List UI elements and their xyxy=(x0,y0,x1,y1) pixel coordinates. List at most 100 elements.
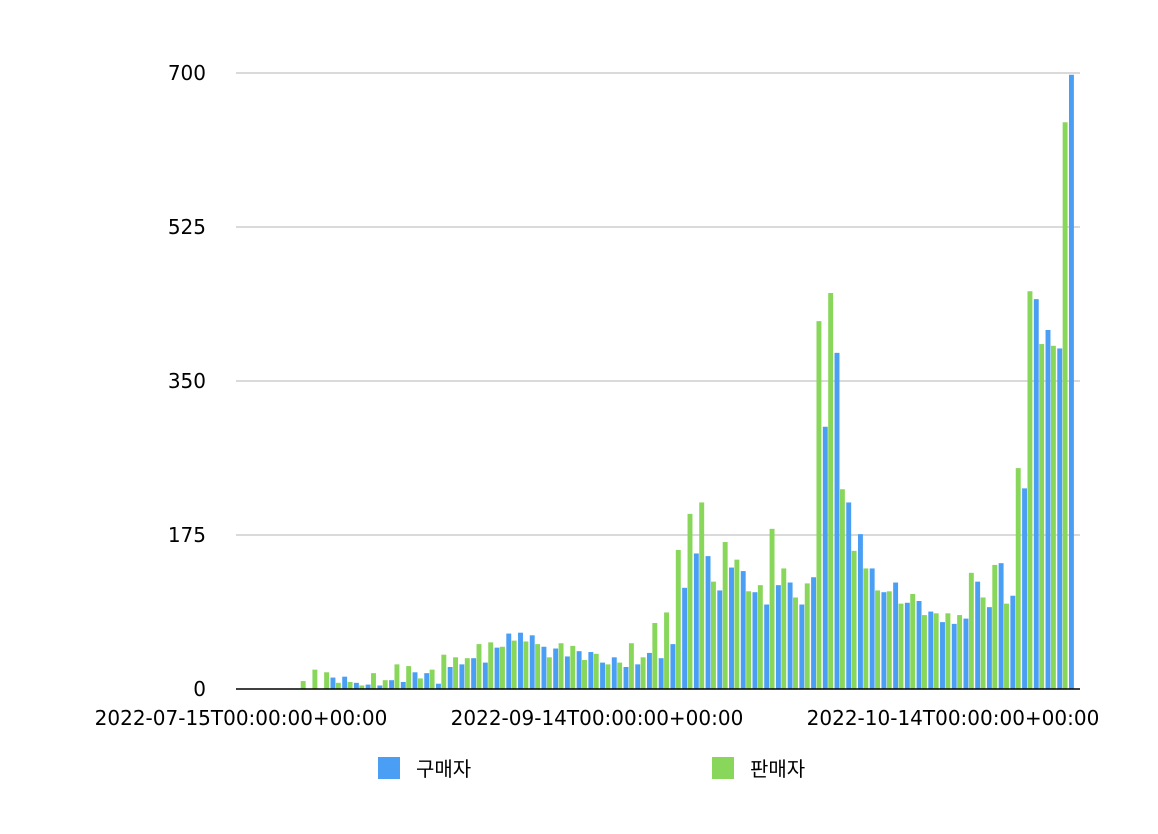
y-tick-label: 525 xyxy=(168,215,206,239)
bar-seller xyxy=(382,680,388,689)
bar-buyer xyxy=(998,563,1004,689)
bar-seller xyxy=(499,646,505,689)
bar-buyer xyxy=(365,684,371,689)
bar-seller xyxy=(417,678,423,689)
bar-buyer xyxy=(799,604,805,689)
bar-buyer xyxy=(400,681,406,689)
bar-buyer xyxy=(986,607,992,689)
bar-seller xyxy=(816,321,822,689)
x-axis-tick-labels: 2022-07-15T00:00:00+00:00 2022-09-14T00:0… xyxy=(95,706,1100,730)
bar-buyer xyxy=(1010,595,1016,689)
bar-seller xyxy=(488,642,494,689)
bar-seller xyxy=(734,559,740,689)
x-tick-label: 2022-09-14T00:00:00+00:00 xyxy=(451,706,744,730)
bar-buyer xyxy=(857,534,863,689)
bar-buyer xyxy=(834,352,840,689)
bar-seller xyxy=(933,613,939,689)
x-tick-label: 2022-10-14T00:00:00+00:00 xyxy=(807,706,1100,730)
bar-seller xyxy=(875,590,881,689)
bar-seller xyxy=(687,513,693,689)
bar-buyer xyxy=(940,622,945,689)
bar-buyer xyxy=(330,677,336,689)
bar-buyer xyxy=(635,664,641,689)
bar-seller xyxy=(1050,345,1056,689)
bar-buyer xyxy=(775,585,781,689)
bar-buyer xyxy=(705,556,711,689)
bar-seller xyxy=(769,528,775,689)
bar-seller xyxy=(429,669,435,689)
bar-seller xyxy=(371,673,376,689)
bar-buyer xyxy=(518,632,523,689)
bar-seller xyxy=(617,662,623,689)
bar-seller xyxy=(980,597,986,689)
bar-buyer xyxy=(904,602,910,689)
x-tick-label: 2022-07-15T00:00:00+00:00 xyxy=(95,706,388,730)
bar-seller xyxy=(1039,344,1045,689)
bar-buyer xyxy=(389,680,395,689)
bar-seller xyxy=(347,681,353,689)
bar-buyer xyxy=(611,657,617,689)
bar-buyer xyxy=(822,426,828,689)
bar-buyer xyxy=(740,571,746,689)
bar-buyer xyxy=(623,667,629,689)
bar-seller xyxy=(335,682,341,689)
bar-buyer xyxy=(494,647,500,689)
bar-buyer xyxy=(658,658,664,689)
bar-buyer xyxy=(764,604,770,689)
bar-buyer xyxy=(893,582,899,689)
bar-seller xyxy=(593,653,599,689)
y-tick-label: 175 xyxy=(168,523,206,547)
bar-seller xyxy=(699,502,705,689)
bar-buyer xyxy=(377,685,383,689)
bar-seller xyxy=(1015,468,1021,689)
bar-buyer xyxy=(600,662,606,689)
bar-seller xyxy=(898,603,904,689)
bar-seller xyxy=(511,640,517,689)
bar-seller xyxy=(441,654,447,689)
bar-buyer xyxy=(646,652,652,689)
bar-seller xyxy=(793,597,798,689)
bar-buyer xyxy=(1057,348,1063,689)
bar-buyer xyxy=(506,633,512,689)
bar-buyer xyxy=(729,567,734,689)
bar-seller xyxy=(1062,122,1068,689)
bar-buyer xyxy=(682,587,688,689)
bar-buyer xyxy=(916,601,922,689)
bar-seller xyxy=(1004,603,1009,689)
bar-buyer xyxy=(928,611,934,689)
bar-buyer xyxy=(1045,329,1051,689)
bar-buyer xyxy=(447,667,453,689)
bar-buyer xyxy=(1022,488,1028,689)
bar-seller xyxy=(968,572,974,689)
y-axis-tick-labels: 0 175 350 525 700 xyxy=(168,61,206,701)
bar-seller xyxy=(359,685,365,689)
gridlines xyxy=(236,72,1080,536)
bars xyxy=(300,74,1074,689)
bar-buyer xyxy=(670,644,676,689)
bar-seller xyxy=(605,664,611,689)
bar-seller xyxy=(558,643,564,689)
bar-buyer xyxy=(787,582,793,689)
bar-buyer xyxy=(342,676,348,689)
bar-buyer xyxy=(951,623,957,689)
bar-seller xyxy=(921,615,927,689)
bar-seller xyxy=(394,664,400,689)
bar-buyer xyxy=(541,646,547,689)
bar-buyer xyxy=(963,618,969,689)
bar-seller xyxy=(781,568,787,689)
bar-buyer xyxy=(846,502,852,689)
bar-seller xyxy=(886,591,892,689)
bar-seller xyxy=(570,645,576,689)
bar-seller xyxy=(757,585,763,689)
bar-seller xyxy=(546,657,552,689)
bar-seller xyxy=(535,644,541,689)
bar-seller xyxy=(675,549,681,689)
bar-seller xyxy=(1027,291,1033,689)
bar-buyer xyxy=(459,664,465,689)
bar-buyer xyxy=(529,635,535,689)
legend-label: 구매자 xyxy=(416,757,471,781)
bar-seller xyxy=(312,669,318,689)
bar-buyer xyxy=(693,553,699,689)
bar-buyer xyxy=(471,658,477,689)
